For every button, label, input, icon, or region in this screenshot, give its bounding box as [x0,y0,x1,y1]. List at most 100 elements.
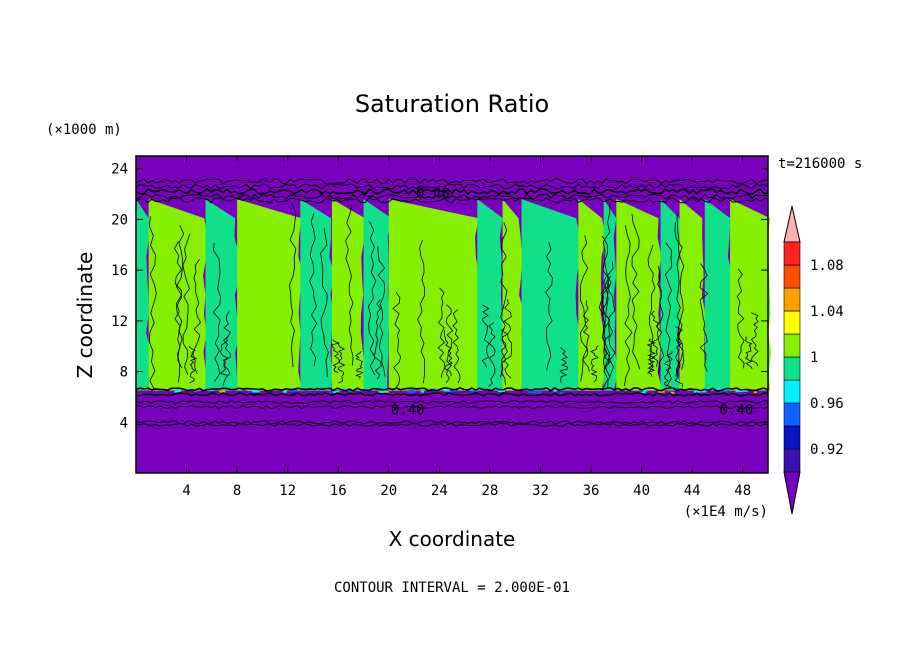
colorbar-swatch-5 [783,333,801,358]
y-tick-label-3: 16 [111,263,128,279]
colorbar-swatch-8 [783,264,801,289]
colorbar-label-3: 1.04 [810,304,844,320]
column-8 [477,199,506,391]
lower-contour-0 [135,386,769,392]
speckle-31 [553,389,557,392]
speckle-15 [282,390,287,393]
time-label: t=216000 s [778,156,862,172]
column-16 [704,199,733,391]
column-4 [300,199,335,391]
inner-contour-43 [175,225,185,383]
column-17 [730,199,771,391]
inner-contour-22 [309,213,318,366]
inner-contour-40 [392,292,402,390]
inner-contour-19 [345,204,354,366]
inner-contour-34 [598,277,608,370]
y-tick-label-2: 12 [111,314,128,330]
speckle-38 [735,390,743,393]
inner-contour-29 [579,235,589,382]
colorbar-swatch-7 [783,287,801,312]
upper-contour-4 [135,178,769,185]
contour-lines: 0.40 0.40 0.40 [135,178,769,427]
colorbar-swatch-4 [783,356,801,381]
inner-contour-42 [503,299,513,379]
inner-contour-14 [488,322,496,388]
inner-contour-49 [354,350,364,379]
speckle-16 [532,391,542,394]
speckle-51 [420,390,424,393]
colorbar-top-arrow [783,205,801,243]
y-tick-label-4: 20 [111,212,128,228]
y-unit-label: (×1000 m) [46,122,122,138]
speckle-54 [640,391,646,394]
column-2 [205,199,240,391]
colorbar-label-0: 0.92 [810,442,844,458]
inner-contour-33 [148,216,157,391]
inner-contour-36 [624,225,633,387]
x-unit-label: (×1E4 m/s) [684,504,768,520]
inner-contour-5 [320,228,329,378]
speckle-8 [248,389,258,392]
speckle-52 [450,389,458,392]
upper-contour-3 [135,183,769,190]
inner-contour-46 [443,330,454,377]
speckle-2 [693,390,699,393]
inner-contour-7 [289,203,297,368]
inner-contour-0 [222,311,231,386]
speckle-28 [753,391,758,394]
column-7 [388,199,481,391]
speckle-34 [559,391,563,394]
inner-contour-32 [665,242,673,387]
inner-contour-38 [607,261,616,389]
contour-label-0: 0.40 [416,186,450,202]
inner-contour-4 [646,338,657,377]
speckle-35 [667,391,675,394]
speckle-44 [333,391,340,394]
inner-contour-11 [367,221,377,376]
inner-contour-21 [647,244,656,374]
inner-contour-44 [736,268,745,369]
column-11 [578,199,606,391]
x-tick-label-0: 4 [182,483,190,499]
speckle-23 [658,390,665,393]
x-tick-label-3: 16 [330,483,347,499]
inner-contour-6 [663,351,673,390]
inner-contour-13 [188,345,198,384]
inner-contour-35 [744,336,753,370]
x-tick-label-10: 44 [684,483,701,499]
contour-interval-footer: CONTOUR INTERVAL = 2.000E-01 [334,580,570,596]
column-0 [136,199,151,391]
speckle-56 [378,390,387,393]
inner-contour-2 [182,233,191,375]
colorbar: 0.92 0.96 1 1.04 1.08 [783,205,844,515]
inner-contour-20 [500,221,508,378]
inner-contour-23 [602,275,611,373]
speckle-1 [383,390,390,393]
colorbar-swatch-3 [783,379,801,404]
inner-contour-28 [219,335,229,376]
colorbar-swatch-2 [783,402,801,427]
inner-contour-39 [601,235,611,388]
x-tick-label-5: 24 [431,483,448,499]
speckle-36 [713,387,721,390]
speckle-10 [294,389,298,392]
column-1 [148,199,208,391]
upper-contour-1 [135,193,769,200]
inner-contour-24 [374,299,382,380]
inner-contour-45 [750,312,759,367]
lower-contour-1 [135,391,769,397]
x-tick-label-6: 28 [481,483,498,499]
colorbar-swatch-6 [783,310,801,335]
inner-contour-30 [651,310,660,367]
inner-contour-26 [699,263,709,372]
lower-contour-2 [135,399,769,405]
speckle-22 [348,390,354,393]
speckle-30 [289,389,296,392]
speckle-14 [673,387,679,390]
colorbar-label-4: 1.08 [810,258,844,274]
inner-contour-31 [377,246,386,377]
column-13 [616,199,663,391]
speckle-41 [472,389,478,392]
